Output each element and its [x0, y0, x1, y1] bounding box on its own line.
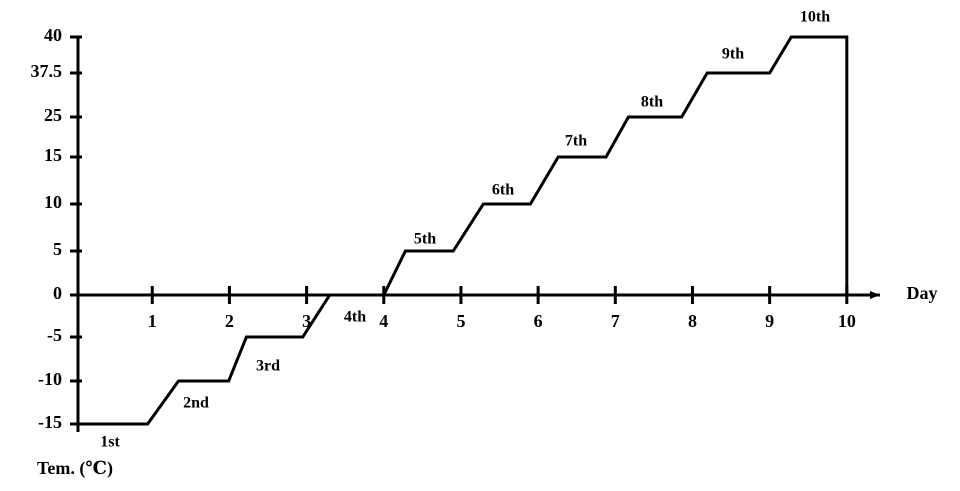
y-axis-label: Tem. (℃): [37, 458, 113, 479]
x-tick-label: 3: [302, 311, 311, 331]
y-tick-label: 37.5: [31, 61, 63, 81]
y-tick-label: 25: [44, 105, 62, 125]
step-annotation: 8th: [641, 94, 663, 111]
x-tick-label: 1: [148, 311, 157, 331]
y-tick-label: 0: [53, 283, 62, 303]
step-annotation: 5th: [414, 231, 436, 248]
step-annotation: 1st: [100, 434, 120, 451]
x-axis-label: Day: [907, 283, 938, 303]
y-tick-label: 10: [44, 192, 62, 212]
step-annotation: 2nd: [183, 395, 209, 412]
y-tick-label: -5: [47, 325, 62, 345]
x-tick-label: 5: [456, 311, 465, 331]
x-tick-label: 2: [225, 311, 234, 331]
x-tick-label: 6: [534, 311, 543, 331]
step-annotation: 10th: [800, 9, 830, 26]
y-tick-label: -15: [38, 412, 62, 432]
x-tick-label: 9: [765, 311, 774, 331]
y-tick-label: -10: [38, 369, 62, 389]
y-tick-label: 40: [44, 25, 62, 45]
step-annotation: 9th: [722, 46, 744, 63]
step-annotation: 7th: [565, 133, 587, 150]
y-tick-label: 15: [44, 145, 62, 165]
temperature-line: [75, 35, 849, 426]
x-tick-label: 10: [838, 311, 856, 331]
x-tick-label: 7: [611, 311, 620, 331]
step-annotation: 4th: [344, 309, 366, 326]
x-tick-label: 4: [379, 311, 388, 331]
step-annotation: 6th: [492, 182, 514, 199]
x-axis-arrow: [870, 291, 880, 299]
x-tick-label: 8: [688, 311, 697, 331]
step-annotation: 3rd: [256, 358, 280, 375]
y-tick-label: 5: [53, 239, 62, 259]
